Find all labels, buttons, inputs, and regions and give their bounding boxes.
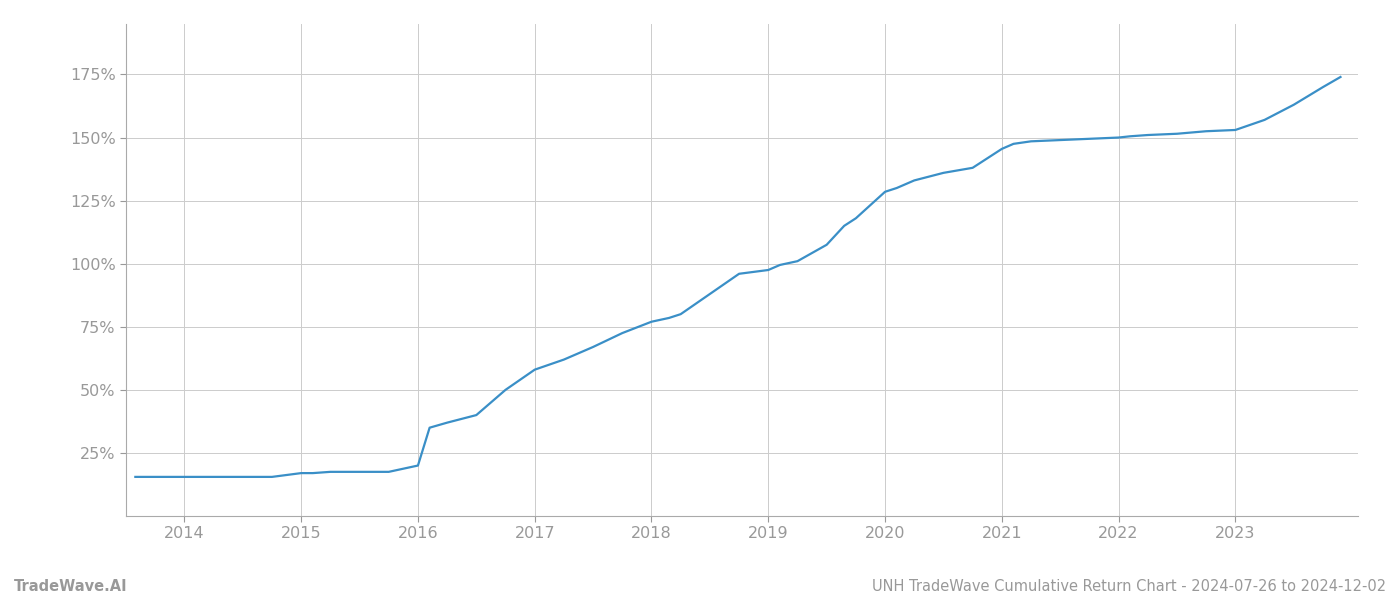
Text: TradeWave.AI: TradeWave.AI (14, 579, 127, 594)
Text: UNH TradeWave Cumulative Return Chart - 2024-07-26 to 2024-12-02: UNH TradeWave Cumulative Return Chart - … (872, 579, 1386, 594)
